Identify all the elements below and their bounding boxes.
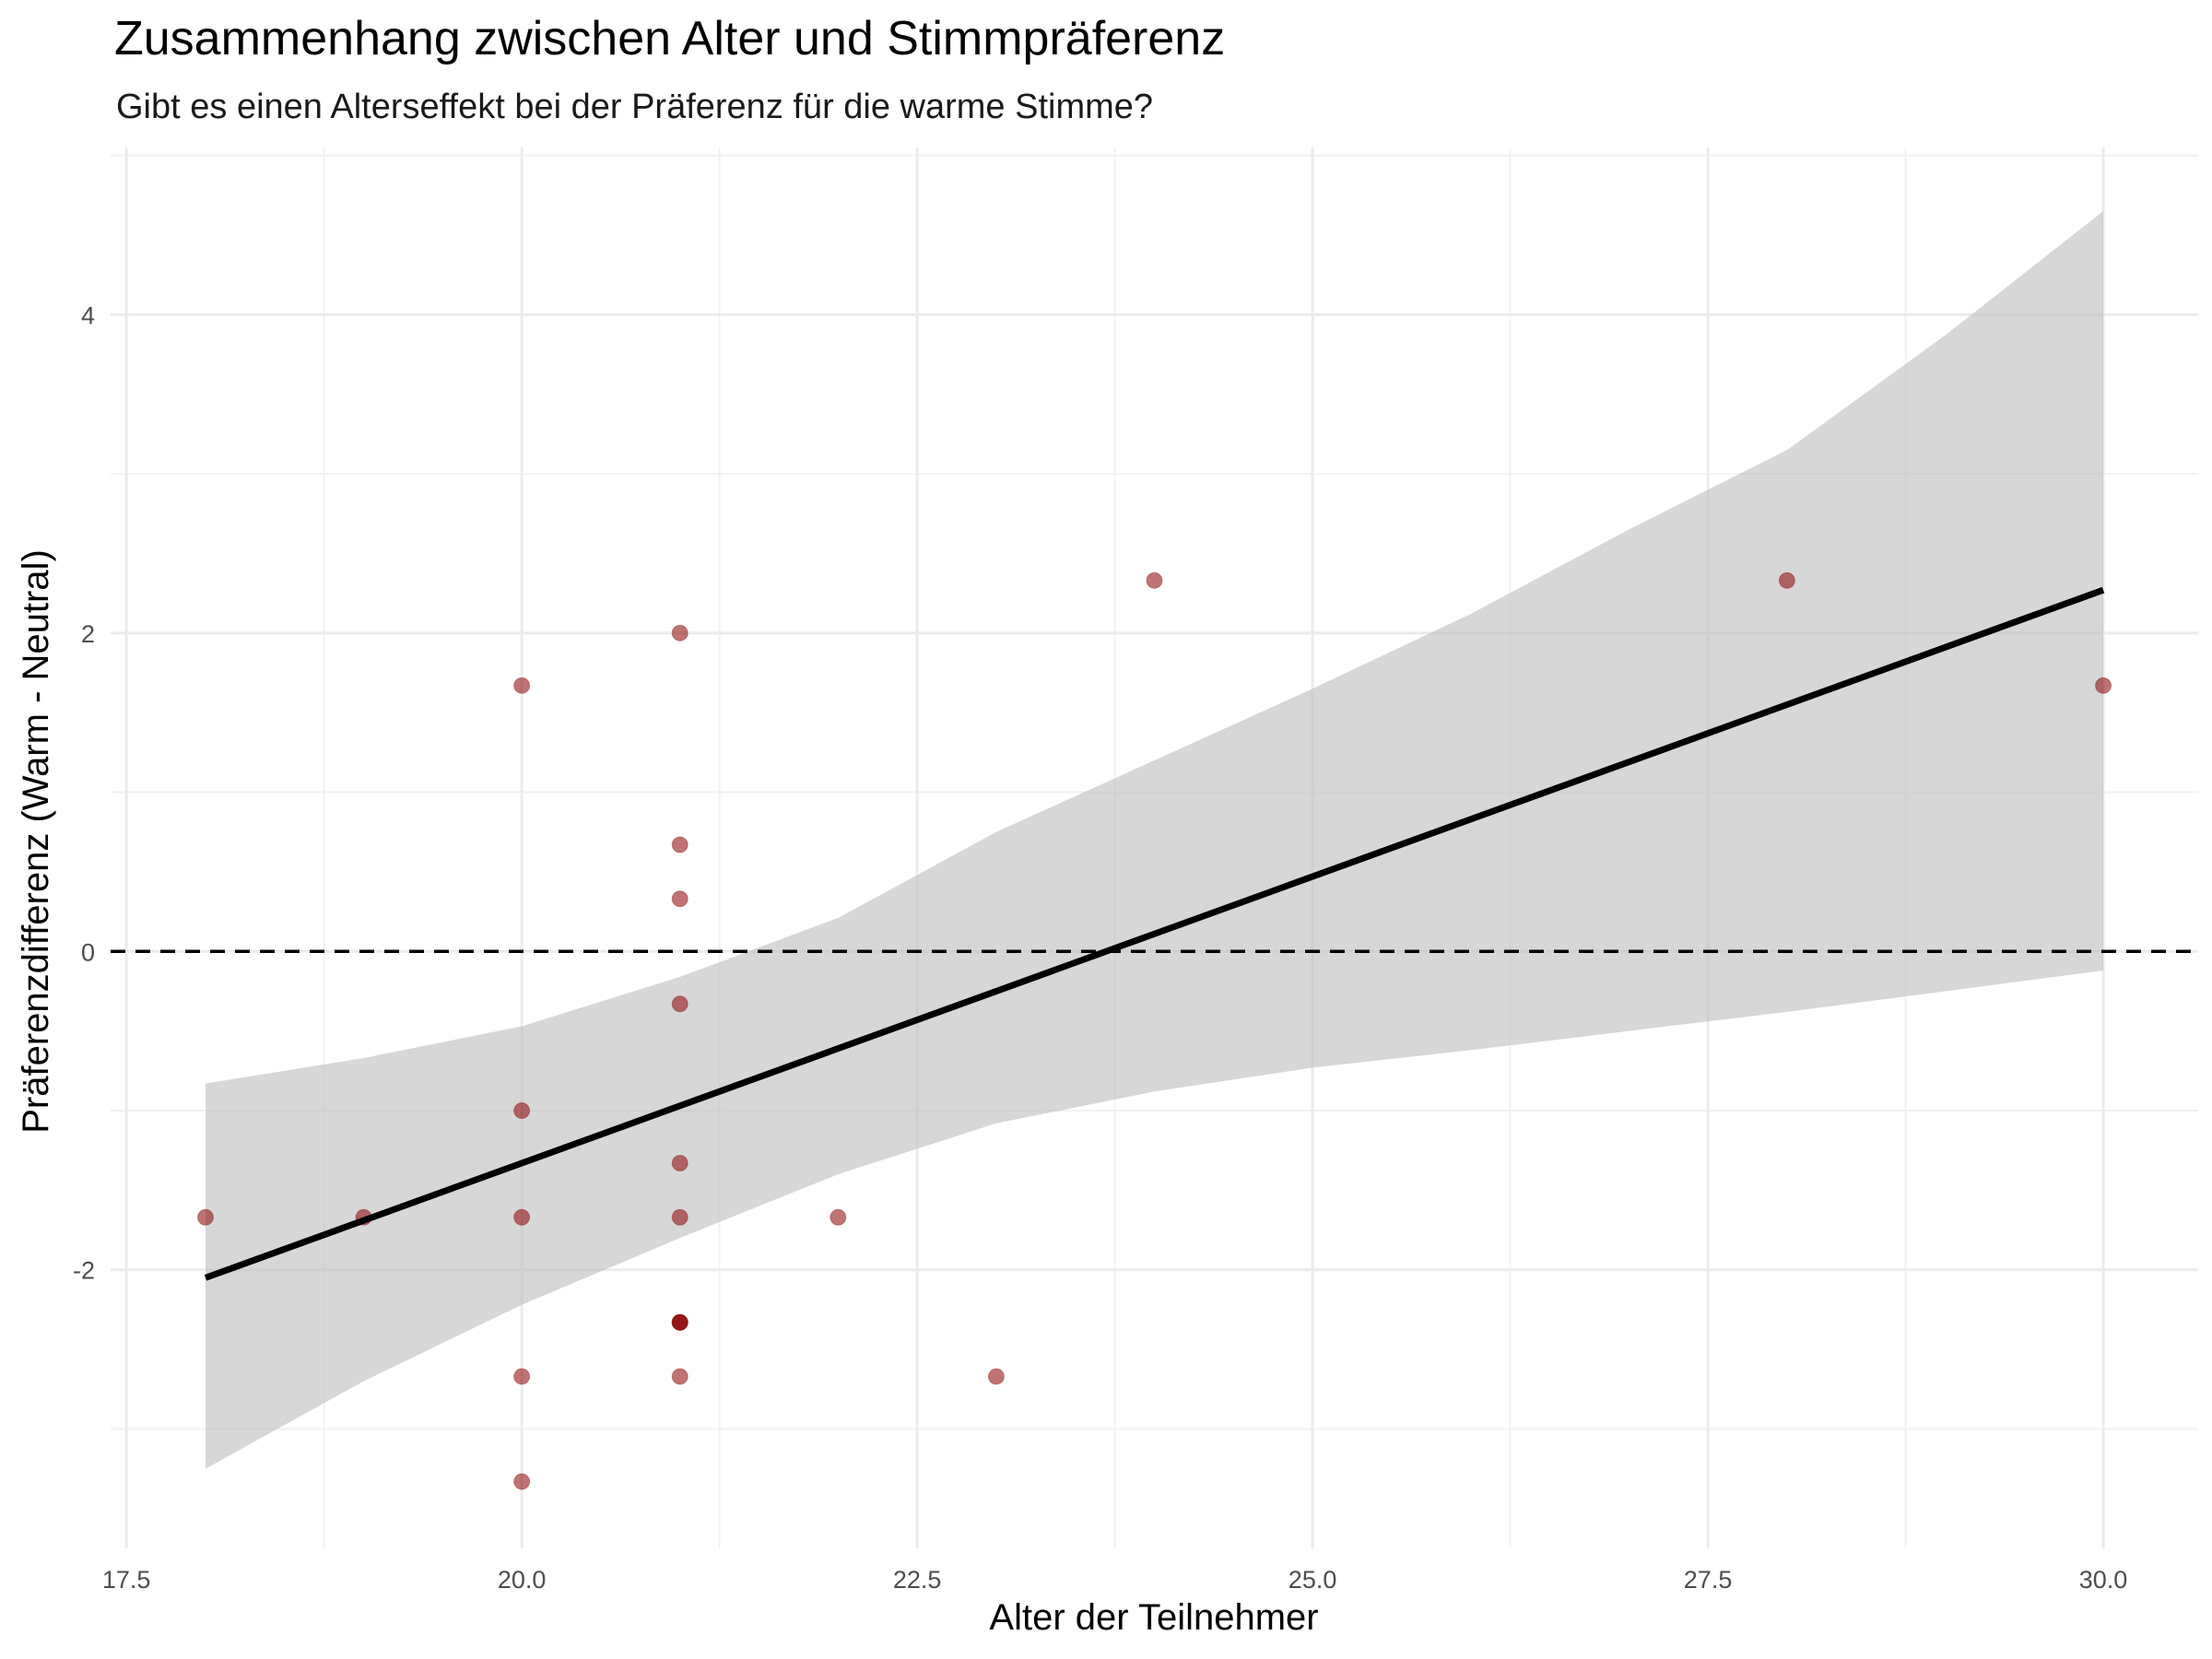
x-axis-ticks: 17.5 20.0 22.5 25.0 27.5 30.0: [102, 1566, 2127, 1594]
data-point: [671, 890, 688, 908]
data-point: [2095, 677, 2112, 694]
data-point: [196, 1208, 214, 1226]
data-point: [513, 1102, 531, 1119]
chart-subtitle: Gibt es einen Alterseffekt bei der Präfe…: [116, 88, 1153, 126]
confidence-band-layer: [206, 211, 2103, 1469]
data-point: [513, 1208, 531, 1226]
data-point: [513, 677, 531, 694]
y-tick-label: 4: [81, 301, 95, 329]
data-point: [513, 1368, 531, 1385]
data-point: [987, 1368, 1005, 1385]
x-tick-label: 20.0: [498, 1566, 547, 1594]
chart-title: Zusammenhang zwischen Alter und Stimmprä…: [114, 12, 1225, 65]
data-point: [1146, 571, 1163, 589]
data-point: [830, 1208, 847, 1226]
data-point: [671, 624, 688, 641]
y-tick-label: 0: [81, 938, 95, 966]
data-point: [513, 1473, 531, 1490]
data-point: [671, 1313, 688, 1331]
data-point: [1778, 571, 1795, 589]
x-tick-label: 30.0: [2079, 1566, 2128, 1594]
regression-line: [204, 586, 2105, 1281]
data-point: [671, 995, 688, 1013]
y-tick-label: -2: [73, 1257, 95, 1285]
data-point: [671, 1208, 688, 1226]
confidence-band: [206, 211, 2103, 1469]
data-point: [671, 1368, 688, 1385]
x-tick-label: 27.5: [1684, 1566, 1733, 1594]
data-point: [671, 1155, 688, 1171]
x-tick-label: 22.5: [893, 1566, 942, 1594]
y-axis-title: Präferenzdifferenz (Warm - Neutral): [16, 549, 56, 1134]
y-tick-label: 2: [81, 620, 95, 648]
x-axis-title: Alter der Teilnehmer: [989, 1597, 1318, 1638]
x-tick-label: 17.5: [102, 1566, 151, 1594]
regression-line-layer: [204, 586, 2105, 1281]
data-point: [671, 836, 688, 853]
x-tick-label: 25.0: [1288, 1566, 1337, 1594]
y-axis-ticks: -2 0 2 4: [73, 301, 95, 1284]
